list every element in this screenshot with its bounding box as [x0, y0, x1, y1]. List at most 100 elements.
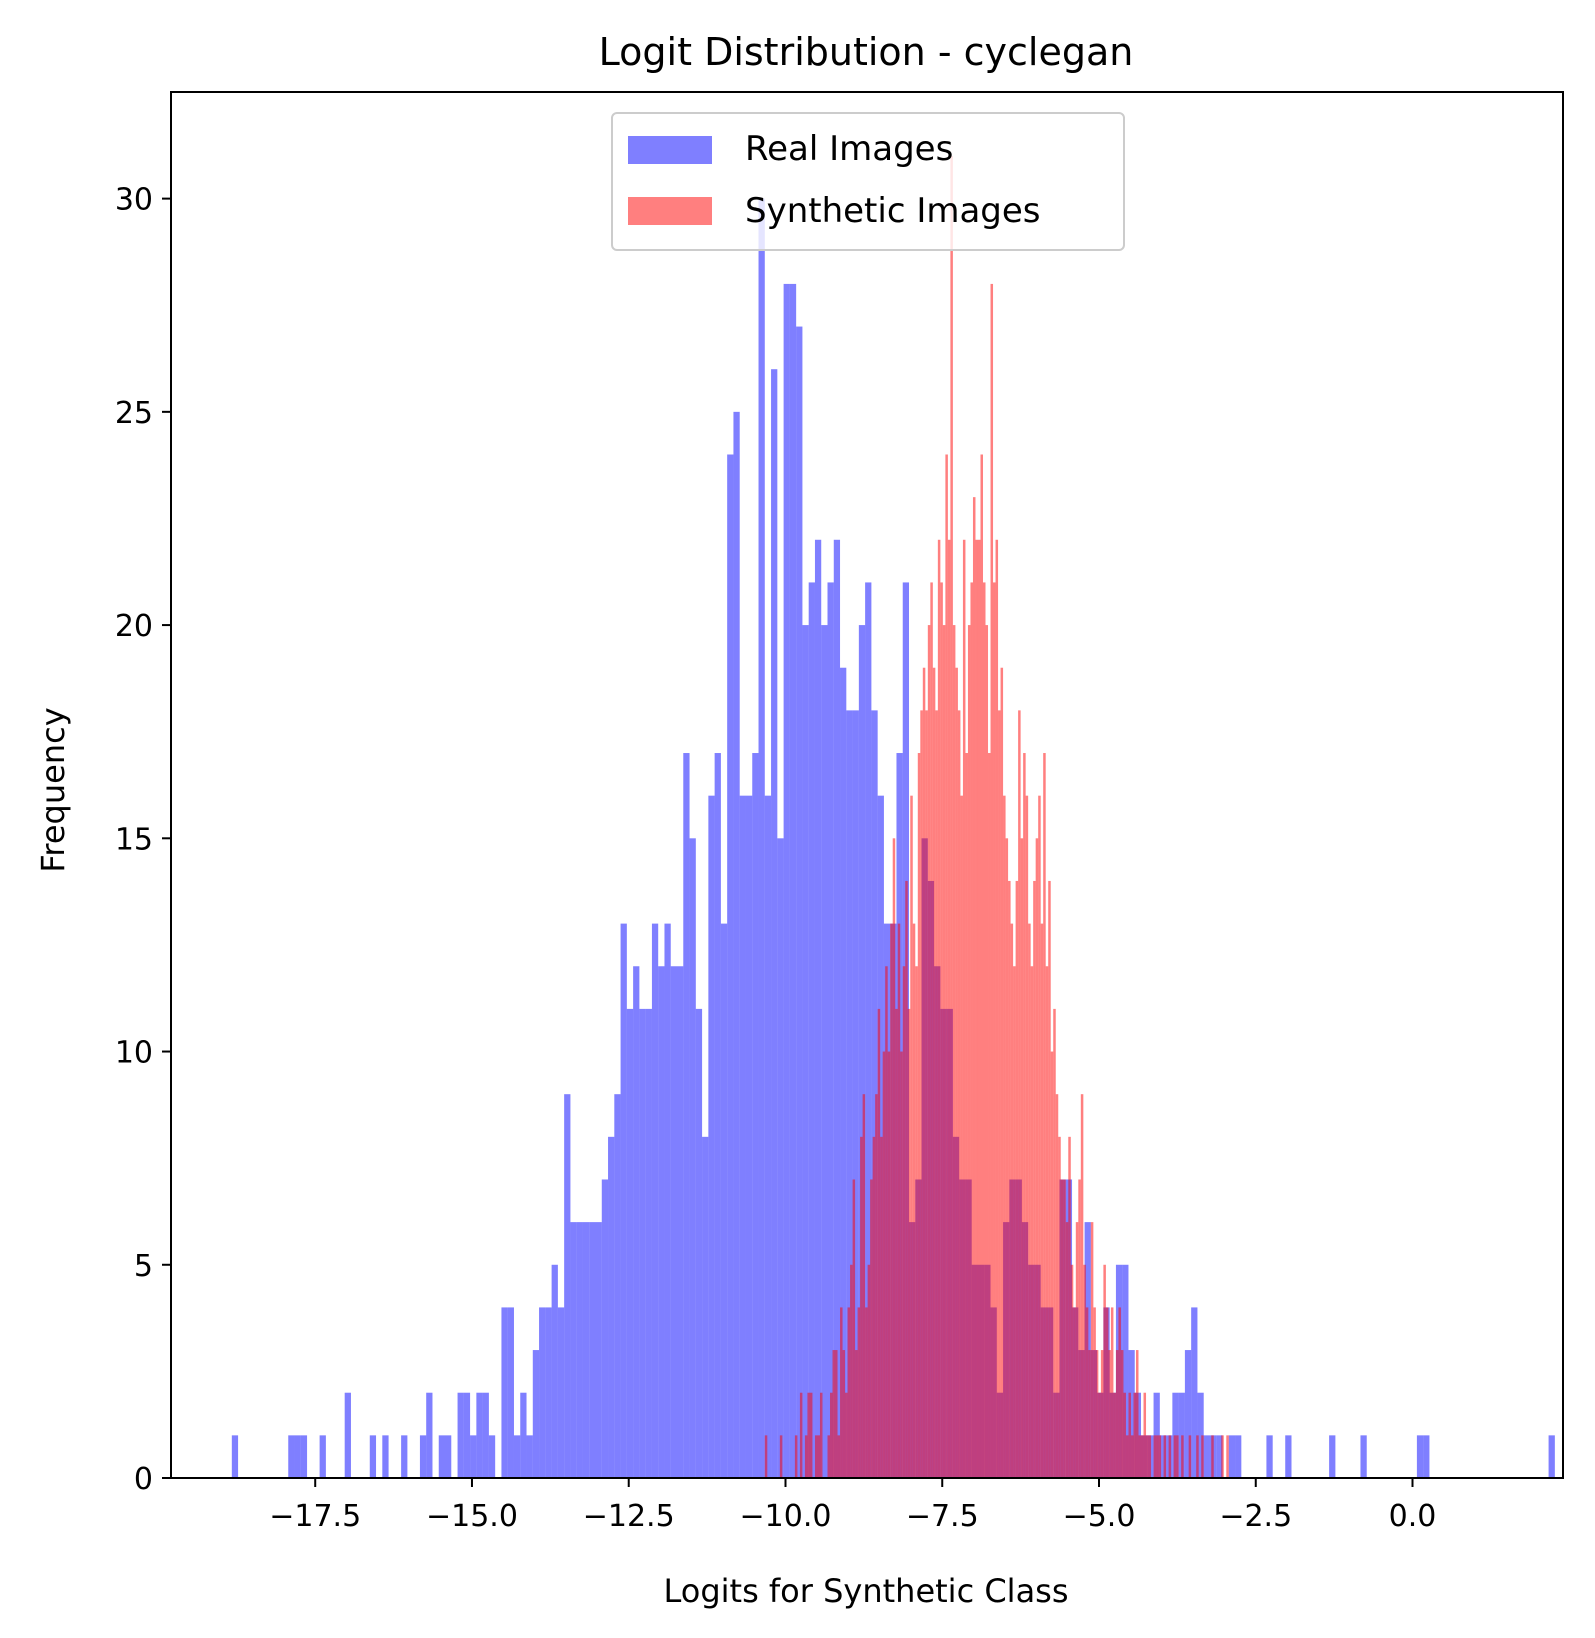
histogram-bar [1068, 1136, 1071, 1478]
x-axis: −17.5 −15.0 −12.5 −10.0 −7.5 −5.0 −2.5 0.0 [269, 1478, 1436, 1534]
histogram-bar [1038, 795, 1041, 1478]
histogram-bar [890, 923, 893, 1478]
histogram-bar [1329, 1435, 1336, 1478]
histogram-bar [882, 1051, 886, 1478]
histogram-bar [983, 582, 986, 1478]
histogram-bar [714, 753, 721, 1478]
bars-synthetic-images [764, 155, 1229, 1479]
histogram-bar [837, 1435, 841, 1478]
histogram-bar [1115, 1350, 1119, 1478]
histogram-bar [1416, 1435, 1424, 1478]
histogram-bar [476, 1392, 483, 1478]
chart-title: Logit Distribution - cyclegan [599, 30, 1134, 74]
histogram-bar [940, 582, 943, 1478]
histogram-bar [1095, 1350, 1099, 1478]
histogram-bar [488, 1435, 496, 1478]
histogram-bar [1010, 923, 1014, 1478]
histogram-bar [507, 1307, 514, 1478]
histogram-bar [915, 966, 918, 1478]
x-tick-label: −10.0 [740, 1499, 832, 1534]
histogram-bar [294, 1435, 301, 1478]
histogram-bar [1015, 880, 1019, 1478]
histogram-bar [557, 1307, 565, 1478]
histogram-bar [570, 1222, 577, 1478]
histogram-bar [720, 923, 728, 1478]
histogram-bar [897, 923, 901, 1478]
histogram-bar [865, 582, 872, 1478]
histogram-bar [1211, 1435, 1214, 1478]
histogram-bar [905, 880, 908, 1478]
histogram-bar [645, 1008, 652, 1478]
histogram-bar [695, 1008, 703, 1478]
histogram-bar [1123, 1392, 1126, 1478]
histogram-bar [582, 1222, 590, 1478]
histogram-bar [438, 1435, 446, 1478]
histogram-bar [809, 1392, 813, 1478]
histogram-bar [288, 1435, 295, 1478]
histogram-bar [827, 1435, 831, 1478]
histogram-bar [1120, 1350, 1124, 1478]
histogram-bar [626, 1008, 634, 1478]
histogram-bar [1221, 1435, 1224, 1478]
histogram-bar [965, 753, 968, 1478]
histogram-bar [910, 795, 913, 1478]
histogram-bar [962, 539, 966, 1478]
histogram-bar [988, 753, 991, 1478]
histogram-bar [576, 1222, 583, 1478]
histogram-bar [344, 1392, 351, 1478]
histogram-bar [1078, 1179, 1081, 1478]
histogram-bar [1033, 880, 1036, 1478]
histogram-bar [589, 1222, 596, 1478]
histogram-bar [1216, 1435, 1223, 1478]
histogram-bar [1008, 880, 1011, 1478]
histogram-bar [733, 411, 740, 1479]
histogram-bar [817, 1435, 820, 1478]
histogram-bar [664, 923, 671, 1478]
histogram-bar [1201, 1435, 1204, 1478]
histogram-bar [369, 1435, 377, 1478]
histogram-bar [832, 1350, 836, 1478]
histogram-bar [482, 1392, 489, 1478]
histogram-bar [445, 1435, 452, 1478]
histogram-bar [975, 539, 978, 1478]
histogram-bar [1063, 1179, 1066, 1478]
histogram-bar [1003, 795, 1006, 1478]
histogram-bar [1146, 1435, 1149, 1478]
histogram-bar [1184, 1350, 1192, 1478]
legend-label-synthetic-images: Synthetic Images [745, 191, 1041, 231]
histogram-bar [852, 1179, 856, 1478]
histogram-bar [1122, 1264, 1129, 1478]
histogram-bar [814, 539, 822, 1478]
histogram-bar [922, 667, 926, 1478]
histogram-bar [1058, 1136, 1061, 1478]
legend-box [611, 112, 1125, 251]
histogram-bar [1073, 1307, 1076, 1478]
histogram-bar [1055, 1094, 1059, 1478]
histogram-bar [745, 795, 753, 1478]
histogram-bar [683, 753, 690, 1478]
histogram-bar [1181, 1435, 1184, 1478]
y-tick-label: 30 [115, 183, 153, 218]
histogram-bar [1098, 1392, 1101, 1478]
histogram-bar [796, 326, 803, 1478]
histogram-bar [935, 710, 938, 1478]
histogram-bar [551, 1264, 558, 1478]
histogram-bar [830, 1392, 833, 1478]
histogram-bar [885, 966, 888, 1478]
histogram-bar [463, 1392, 471, 1478]
histogram-bar [917, 753, 921, 1478]
histogram-bar [993, 582, 996, 1478]
histogram-bar [927, 625, 931, 1478]
histogram-bar [1163, 1435, 1167, 1478]
histogram-bar [1000, 667, 1004, 1478]
histogram-bar [539, 1307, 546, 1478]
histogram-bar [842, 1350, 846, 1478]
histogram-bar [1197, 1392, 1204, 1478]
histogram-bar [1018, 710, 1021, 1478]
y-axis-title: Frequency [34, 707, 72, 872]
histogram-bar [1118, 1307, 1121, 1478]
histogram-bar [850, 1264, 853, 1478]
histogram-bar [804, 1435, 808, 1478]
histogram-bar [1090, 1222, 1094, 1478]
